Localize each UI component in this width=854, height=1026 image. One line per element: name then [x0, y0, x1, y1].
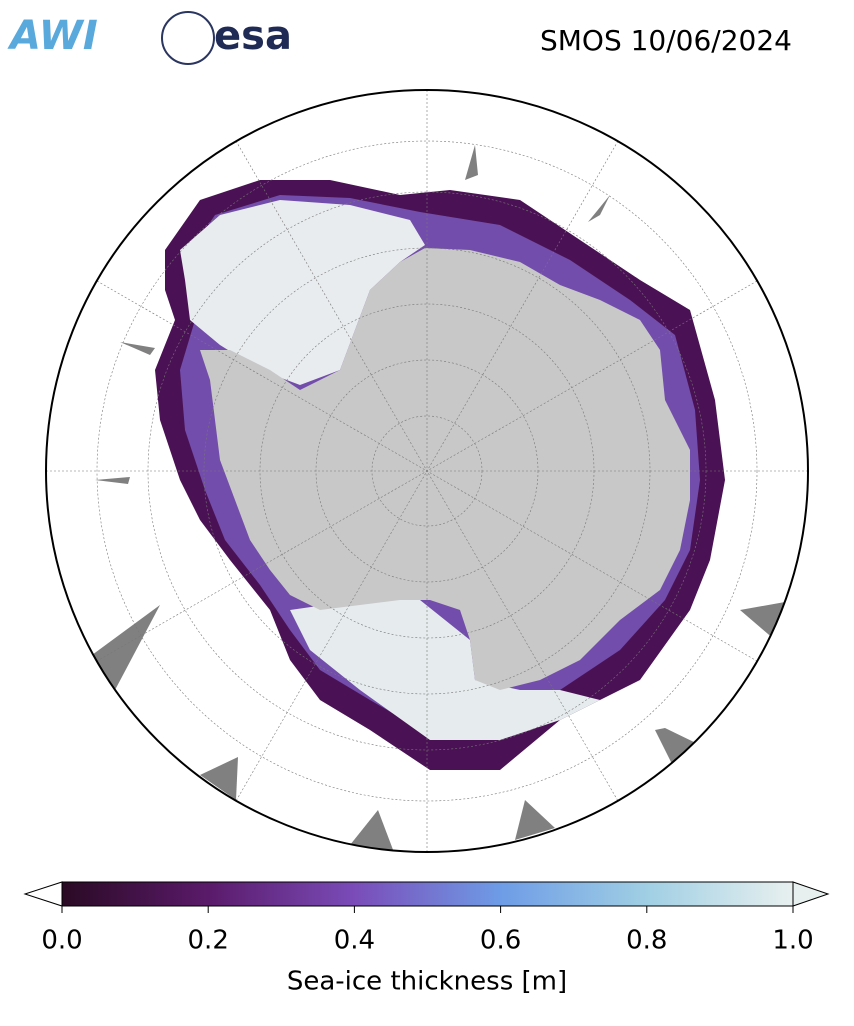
colorbar-tick-label: 0.4 — [334, 926, 375, 956]
colorbar-label: Sea-ice thickness [m] — [287, 967, 567, 997]
colorbar-tick-label: 0.8 — [626, 926, 667, 956]
awi-logo: AWI — [7, 13, 98, 59]
colorbar-extend-high — [792, 881, 830, 907]
title: SMOS 10/06/2024 — [540, 24, 792, 57]
land-masks — [92, 145, 785, 852]
colorbar — [61, 881, 794, 907]
esa-logo: esa — [214, 13, 292, 59]
map — [46, 90, 808, 852]
colorbar-tick-label: 0.2 — [188, 926, 229, 956]
weddell-ice — [180, 200, 425, 385]
colorbar-tick-label: 0.0 — [41, 926, 82, 956]
colorbar-tick-label: 1.0 — [772, 926, 813, 956]
antarctica — [200, 248, 690, 690]
ross-ice — [290, 600, 600, 740]
colorbar-extend-low — [23, 881, 63, 907]
esa-logo-mark — [161, 11, 215, 65]
graticule — [46, 90, 808, 852]
colorbar-tick-label: 0.6 — [480, 926, 521, 956]
map-frame — [45, 89, 809, 853]
